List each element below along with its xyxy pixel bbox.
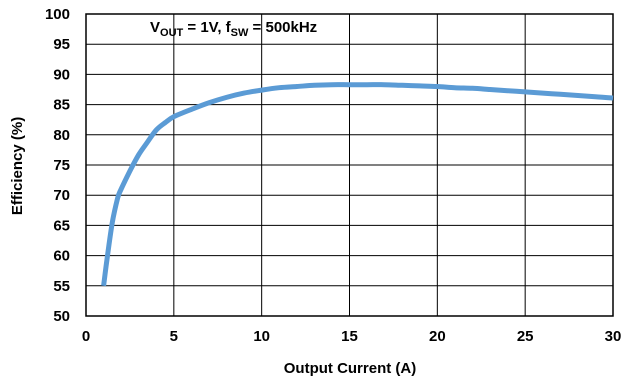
y-tick-95: 95 [53,36,70,53]
y-tick-85: 85 [53,97,70,114]
y-tick-60: 60 [53,248,70,265]
x-tick-10: 10 [253,328,270,345]
y-tick-80: 80 [53,127,70,144]
x-tick-labels: 0 5 10 15 20 25 30 [82,328,622,345]
x-tick-25: 25 [517,328,534,345]
y-tick-55: 55 [53,278,70,295]
gridlines [85,13,614,317]
x-tick-0: 0 [82,328,90,345]
efficiency-curve [101,82,614,287]
x-tick-30: 30 [605,328,622,345]
condition-annotation: VOUT = 1V, fSW = 500kHz [150,19,317,39]
y-tick-100: 100 [45,6,70,23]
y-axis-title: Efficiency (%) [9,117,26,215]
y-tick-75: 75 [53,157,70,174]
x-axis-title: Output Current (A) [284,360,416,377]
y-tick-70: 70 [53,187,70,204]
x-tick-15: 15 [341,328,358,345]
y-tick-labels: 50 55 60 65 70 75 80 85 90 95 100 [45,6,70,325]
y-tick-90: 90 [53,66,70,83]
plot-frame [85,13,614,317]
x-tick-5: 5 [170,328,178,345]
y-tick-50: 50 [53,308,70,325]
x-tick-20: 20 [429,328,446,345]
y-tick-65: 65 [53,217,70,234]
